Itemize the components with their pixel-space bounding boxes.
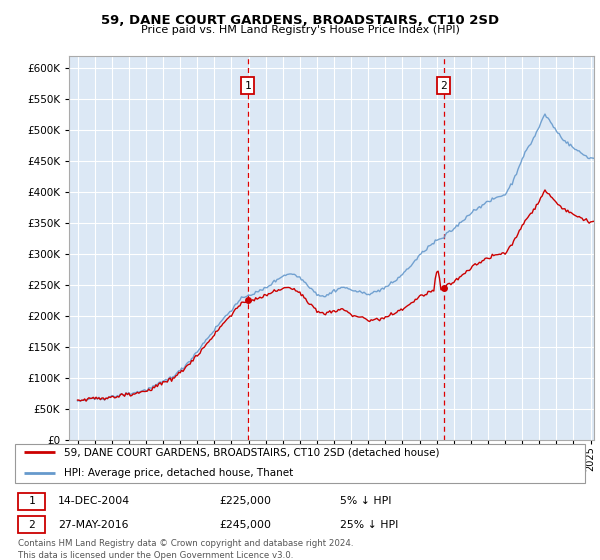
Text: 2: 2 <box>440 81 447 91</box>
Text: Price paid vs. HM Land Registry's House Price Index (HPI): Price paid vs. HM Land Registry's House … <box>140 25 460 35</box>
Text: 59, DANE COURT GARDENS, BROADSTAIRS, CT10 2SD (detached house): 59, DANE COURT GARDENS, BROADSTAIRS, CT1… <box>64 447 439 458</box>
Text: 1: 1 <box>28 496 35 506</box>
Text: HPI: Average price, detached house, Thanet: HPI: Average price, detached house, Than… <box>64 468 293 478</box>
Text: 5% ↓ HPI: 5% ↓ HPI <box>340 496 392 506</box>
Text: 1: 1 <box>244 81 251 91</box>
Text: £245,000: £245,000 <box>220 520 271 530</box>
Text: 27-MAY-2016: 27-MAY-2016 <box>58 520 128 530</box>
FancyBboxPatch shape <box>18 516 46 533</box>
Text: 2: 2 <box>28 520 35 530</box>
Text: 59, DANE COURT GARDENS, BROADSTAIRS, CT10 2SD: 59, DANE COURT GARDENS, BROADSTAIRS, CT1… <box>101 14 499 27</box>
Text: 14-DEC-2004: 14-DEC-2004 <box>58 496 130 506</box>
FancyBboxPatch shape <box>15 444 585 483</box>
Text: Contains HM Land Registry data © Crown copyright and database right 2024.
This d: Contains HM Land Registry data © Crown c… <box>18 539 353 560</box>
Text: £225,000: £225,000 <box>220 496 271 506</box>
FancyBboxPatch shape <box>18 493 46 510</box>
Text: 25% ↓ HPI: 25% ↓ HPI <box>340 520 398 530</box>
